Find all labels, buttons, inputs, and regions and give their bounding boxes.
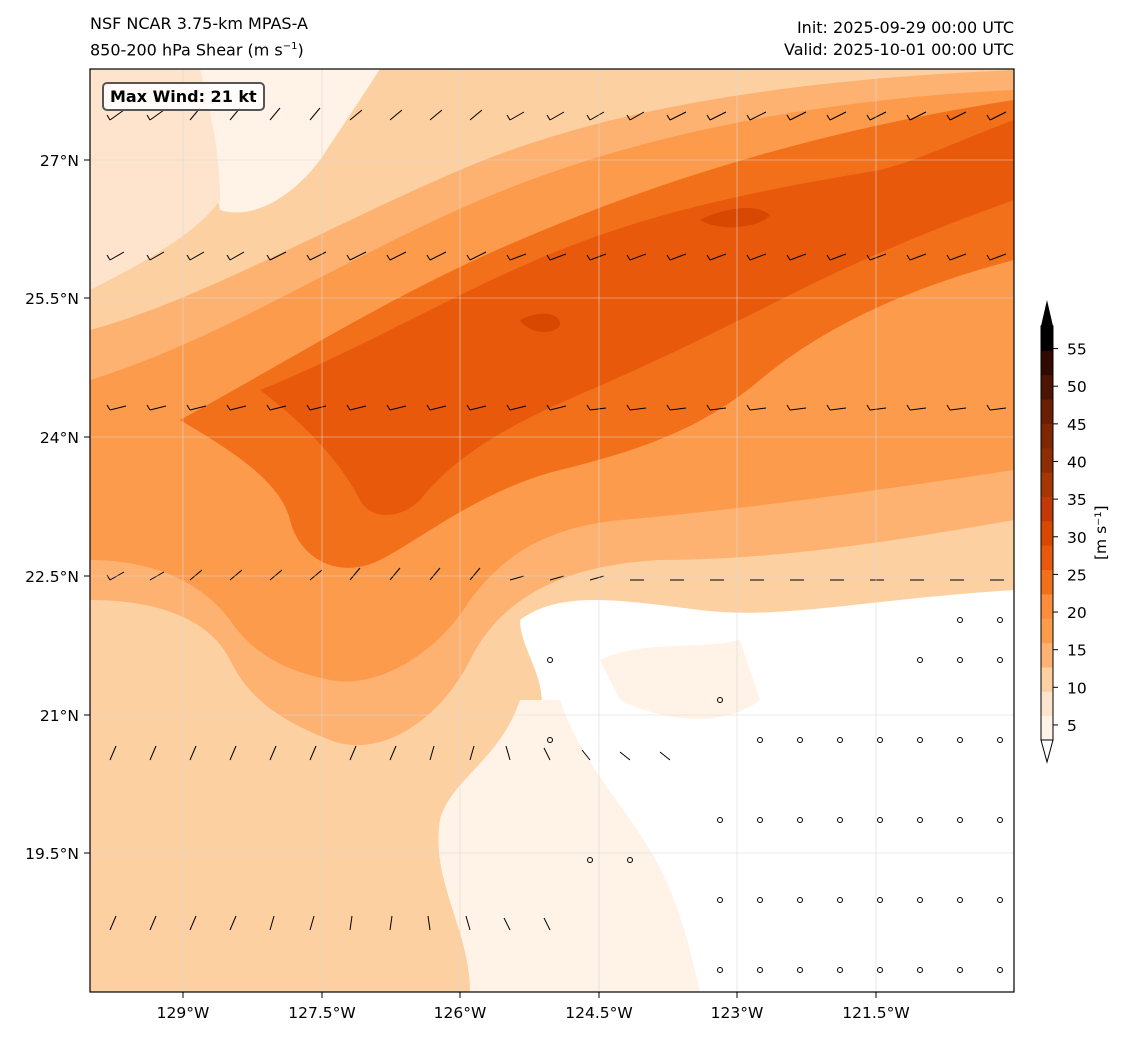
lon-tick-label: 124.5°W	[565, 1004, 632, 1022]
colorbar-segment	[1041, 326, 1053, 351]
colorbar-tick-label: 55	[1067, 341, 1087, 359]
colorbar-segment	[1041, 715, 1053, 741]
colorbar-segment	[1041, 447, 1053, 473]
map-frame	[89, 68, 1015, 993]
lon-tick-label: 127.5°W	[288, 1004, 355, 1022]
colorbar-segment	[1041, 666, 1053, 692]
lat-tick-label: 27°N	[40, 152, 79, 170]
colorbar-segment	[1041, 618, 1053, 644]
colorbar-tick-label: 45	[1067, 416, 1087, 434]
colorbar-tick-label: 5	[1067, 717, 1077, 735]
colorbar-segment	[1041, 350, 1053, 376]
lat-tick-label: 22.5°N	[25, 568, 79, 586]
map-title: NSF NCAR 3.75-km MPAS-A 850-200 hPa Shea…	[90, 12, 308, 61]
colorbar-tick-label: 10	[1067, 679, 1087, 697]
colorbar-segment	[1041, 399, 1053, 424]
colorbar-tick-label: 40	[1067, 453, 1087, 471]
lon-tick-label: 129°W	[157, 1004, 210, 1022]
graticule	[90, 69, 1014, 992]
colorbar-segment	[1041, 691, 1053, 717]
lat-tick-label: 21°N	[40, 707, 79, 725]
colorbar-tick-label: 35	[1067, 491, 1087, 509]
colorbar-tick-label: 25	[1067, 566, 1087, 584]
shear-contours	[90, 69, 1014, 992]
max-wind-annotation: Max Wind: 21 kt	[102, 82, 265, 111]
colorbar-extend-min	[1040, 739, 1054, 764]
wind-barb-layer	[106, 107, 1007, 973]
colorbar-tick-label: 50	[1067, 378, 1087, 396]
valid-time: Valid: 2025-10-01 00:00 UTC	[783, 40, 1014, 59]
init-time: Init: 2025-09-29 00:00 UTC	[796, 18, 1014, 37]
colorbar-tick-label: 20	[1067, 604, 1087, 622]
lat-tick-label: 19.5°N	[25, 845, 79, 863]
colorbar-segment	[1041, 569, 1053, 595]
colorbar-segment	[1041, 496, 1053, 522]
model-name: NSF NCAR 3.75-km MPAS-A	[90, 14, 308, 33]
axis-ticks	[84, 159, 877, 998]
colorbar-segment	[1041, 520, 1053, 546]
colorbar-tick-label: 15	[1067, 642, 1087, 660]
lon-tick-label: 123°W	[711, 1004, 764, 1022]
colorbar-extend-max	[1041, 300, 1053, 326]
time-info: Init: 2025-09-29 00:00 UTC Valid: 2025-1…	[784, 17, 1014, 61]
field-name: 850-200 hPa Shear (m s−1)	[90, 40, 304, 60]
colorbar: 5 10 15 20 25 30 35 40 45 50 55	[1040, 300, 1087, 764]
colorbar-segment	[1041, 374, 1053, 400]
colorbar-segment	[1041, 642, 1053, 668]
lon-tick-label: 121.5°W	[842, 1004, 909, 1022]
colorbar-segment	[1041, 423, 1053, 449]
lat-tick-label: 24°N	[40, 429, 79, 447]
colorbar-segment	[1041, 593, 1053, 619]
colorbar-segment	[1041, 472, 1053, 497]
colorbar-frame	[1040, 325, 1054, 741]
colorbar-segment	[1041, 545, 1053, 571]
colorbar-tick-label: 30	[1067, 529, 1087, 547]
colorbar-units-label: [m s⁻¹]	[1092, 505, 1110, 560]
lat-tick-label: 25.5°N	[25, 290, 79, 308]
lon-tick-label: 126°W	[434, 1004, 487, 1022]
